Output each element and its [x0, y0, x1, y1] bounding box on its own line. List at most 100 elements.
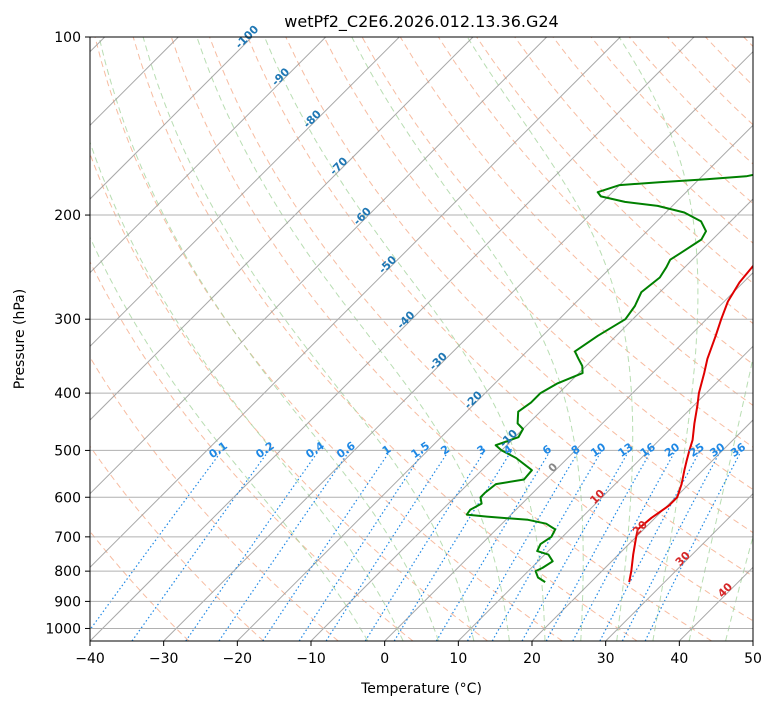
line-labels: 0.1 0.2 0.4 0.6 1 1.5 2 3 4 6 8 10 13 16 20 25 30 36-100-… [206, 23, 748, 601]
mixing-ratio-label: 0.4 [303, 439, 327, 461]
y-tick-label: 300 [54, 312, 81, 328]
isotherm-label: -20 [462, 388, 485, 411]
isotherm-label: -40 [394, 308, 417, 331]
dewpoint-line [465, 173, 753, 583]
dry-adiabat [94, 37, 563, 641]
isotherm [384, 271, 753, 641]
x-tick-label: −40 [75, 651, 105, 667]
isotherm-label: -30 [427, 350, 450, 373]
dry-adiabat [552, 37, 753, 244]
y-axis-title: Pressure (hPa) [12, 289, 28, 389]
isotherm [163, 50, 753, 641]
isotherm [678, 566, 753, 641]
y-tick-label: 400 [54, 386, 81, 402]
moist-adiabat [196, 37, 510, 641]
dry-adiabat [247, 37, 753, 577]
isotherm [90, 37, 548, 495]
moist-adiabat [98, 37, 439, 641]
x-tick-label: −20 [223, 651, 253, 667]
isotherm [90, 37, 695, 641]
isotherm-label: -80 [301, 107, 324, 130]
mixing-ratio-line [185, 450, 320, 641]
mixing-ratio-label: 25 [687, 440, 707, 459]
moist-adiabat [618, 37, 699, 641]
mixing-ratio-line [364, 450, 486, 641]
dry-adiabat [90, 260, 414, 641]
isotherm [310, 198, 753, 641]
isotherm-label: 10 [587, 487, 607, 507]
isotherm [90, 37, 621, 569]
mixing-ratio-line [545, 450, 652, 641]
temperature-line [628, 264, 753, 583]
dry-adiabat [437, 37, 753, 365]
mixing-ratio-label: 20 [662, 440, 682, 460]
isotherm [457, 345, 753, 641]
chart-title: wetPf2_C2E6.2026.012.13.36.G24 [284, 12, 558, 32]
x-tick-label: 30 [597, 651, 615, 667]
x-axis-title: Temperature (°C) [360, 681, 482, 697]
x-tick-label: 50 [744, 651, 762, 667]
isotherm-label: 40 [715, 580, 735, 600]
moist-adiabat [90, 236, 369, 641]
y-tick-label: 600 [54, 490, 81, 506]
isotherm-label: -70 [327, 154, 350, 177]
dry-adiabat [209, 37, 753, 622]
dry-adiabat [705, 37, 753, 87]
isotherm [236, 124, 753, 641]
isotherm [605, 492, 753, 641]
isotherm [531, 419, 753, 641]
dry-adiabat [90, 445, 264, 641]
moist-adiabat [142, 37, 475, 641]
dry-adiabat [476, 37, 753, 325]
mixing-ratio-line [325, 450, 450, 641]
y-tick-label: 900 [54, 594, 81, 610]
dry-adiabat [514, 37, 753, 284]
mixing-ratio-label: 36 [728, 440, 748, 460]
mixing-ratio-line [131, 450, 270, 641]
x-tick-label: 20 [523, 651, 541, 667]
dry-adiabat [743, 37, 753, 48]
mixing-ratio-label: 10 [588, 440, 608, 460]
moist-adiabat [725, 534, 753, 641]
isotherm [90, 37, 400, 348]
mixing-ratio-label: 0.1 [206, 439, 229, 461]
isotherm [90, 37, 327, 274]
axes: −40 −30 −20 −10 0 10 20 30 40 50 100 200 300 400 500 60… [45, 30, 762, 667]
mixing-ratio-line [599, 450, 701, 641]
dry-adiabat [90, 356, 339, 641]
plot-frame [89, 36, 754, 642]
mixing-ratio-line [262, 450, 391, 641]
isotherm [90, 37, 253, 200]
y-tick-label: 100 [54, 30, 81, 46]
x-tick-label: −30 [149, 651, 179, 667]
isotherm [752, 640, 753, 641]
x-tick-label: −10 [296, 651, 326, 667]
isotherm [90, 37, 474, 421]
isotherm-label: -90 [269, 65, 292, 88]
mixing-ratio-line [298, 450, 425, 641]
mixing-ratio-line [572, 450, 677, 641]
mixing-ratio-line [644, 450, 743, 641]
moist-adiabat [90, 140, 404, 641]
pressure-gridlines [90, 37, 753, 629]
moist-adiabat [351, 37, 584, 641]
y-tick-label: 200 [54, 208, 81, 224]
mixing-ratio-label: 0.6 [334, 439, 358, 461]
mixing-ratio-label: 30 [707, 440, 727, 460]
dry-adiabat [285, 37, 753, 534]
dry-adiabat [132, 37, 638, 641]
mixing-ratio-line [521, 450, 630, 641]
dry-adiabat [323, 37, 753, 491]
mixing-ratio-label: 16 [638, 440, 658, 460]
mixing-ratio-line [621, 450, 722, 641]
x-tick-label: 0 [380, 651, 389, 667]
mixing-ratio-line [90, 450, 223, 631]
isotherm-label: 30 [673, 549, 693, 569]
mixing-ratio-line [435, 450, 552, 641]
x-tick-label: 40 [670, 651, 688, 667]
mixing-ratio-label: 1.5 [409, 439, 432, 461]
x-tick-label: 10 [449, 651, 467, 667]
y-tick-label: 800 [54, 564, 81, 580]
